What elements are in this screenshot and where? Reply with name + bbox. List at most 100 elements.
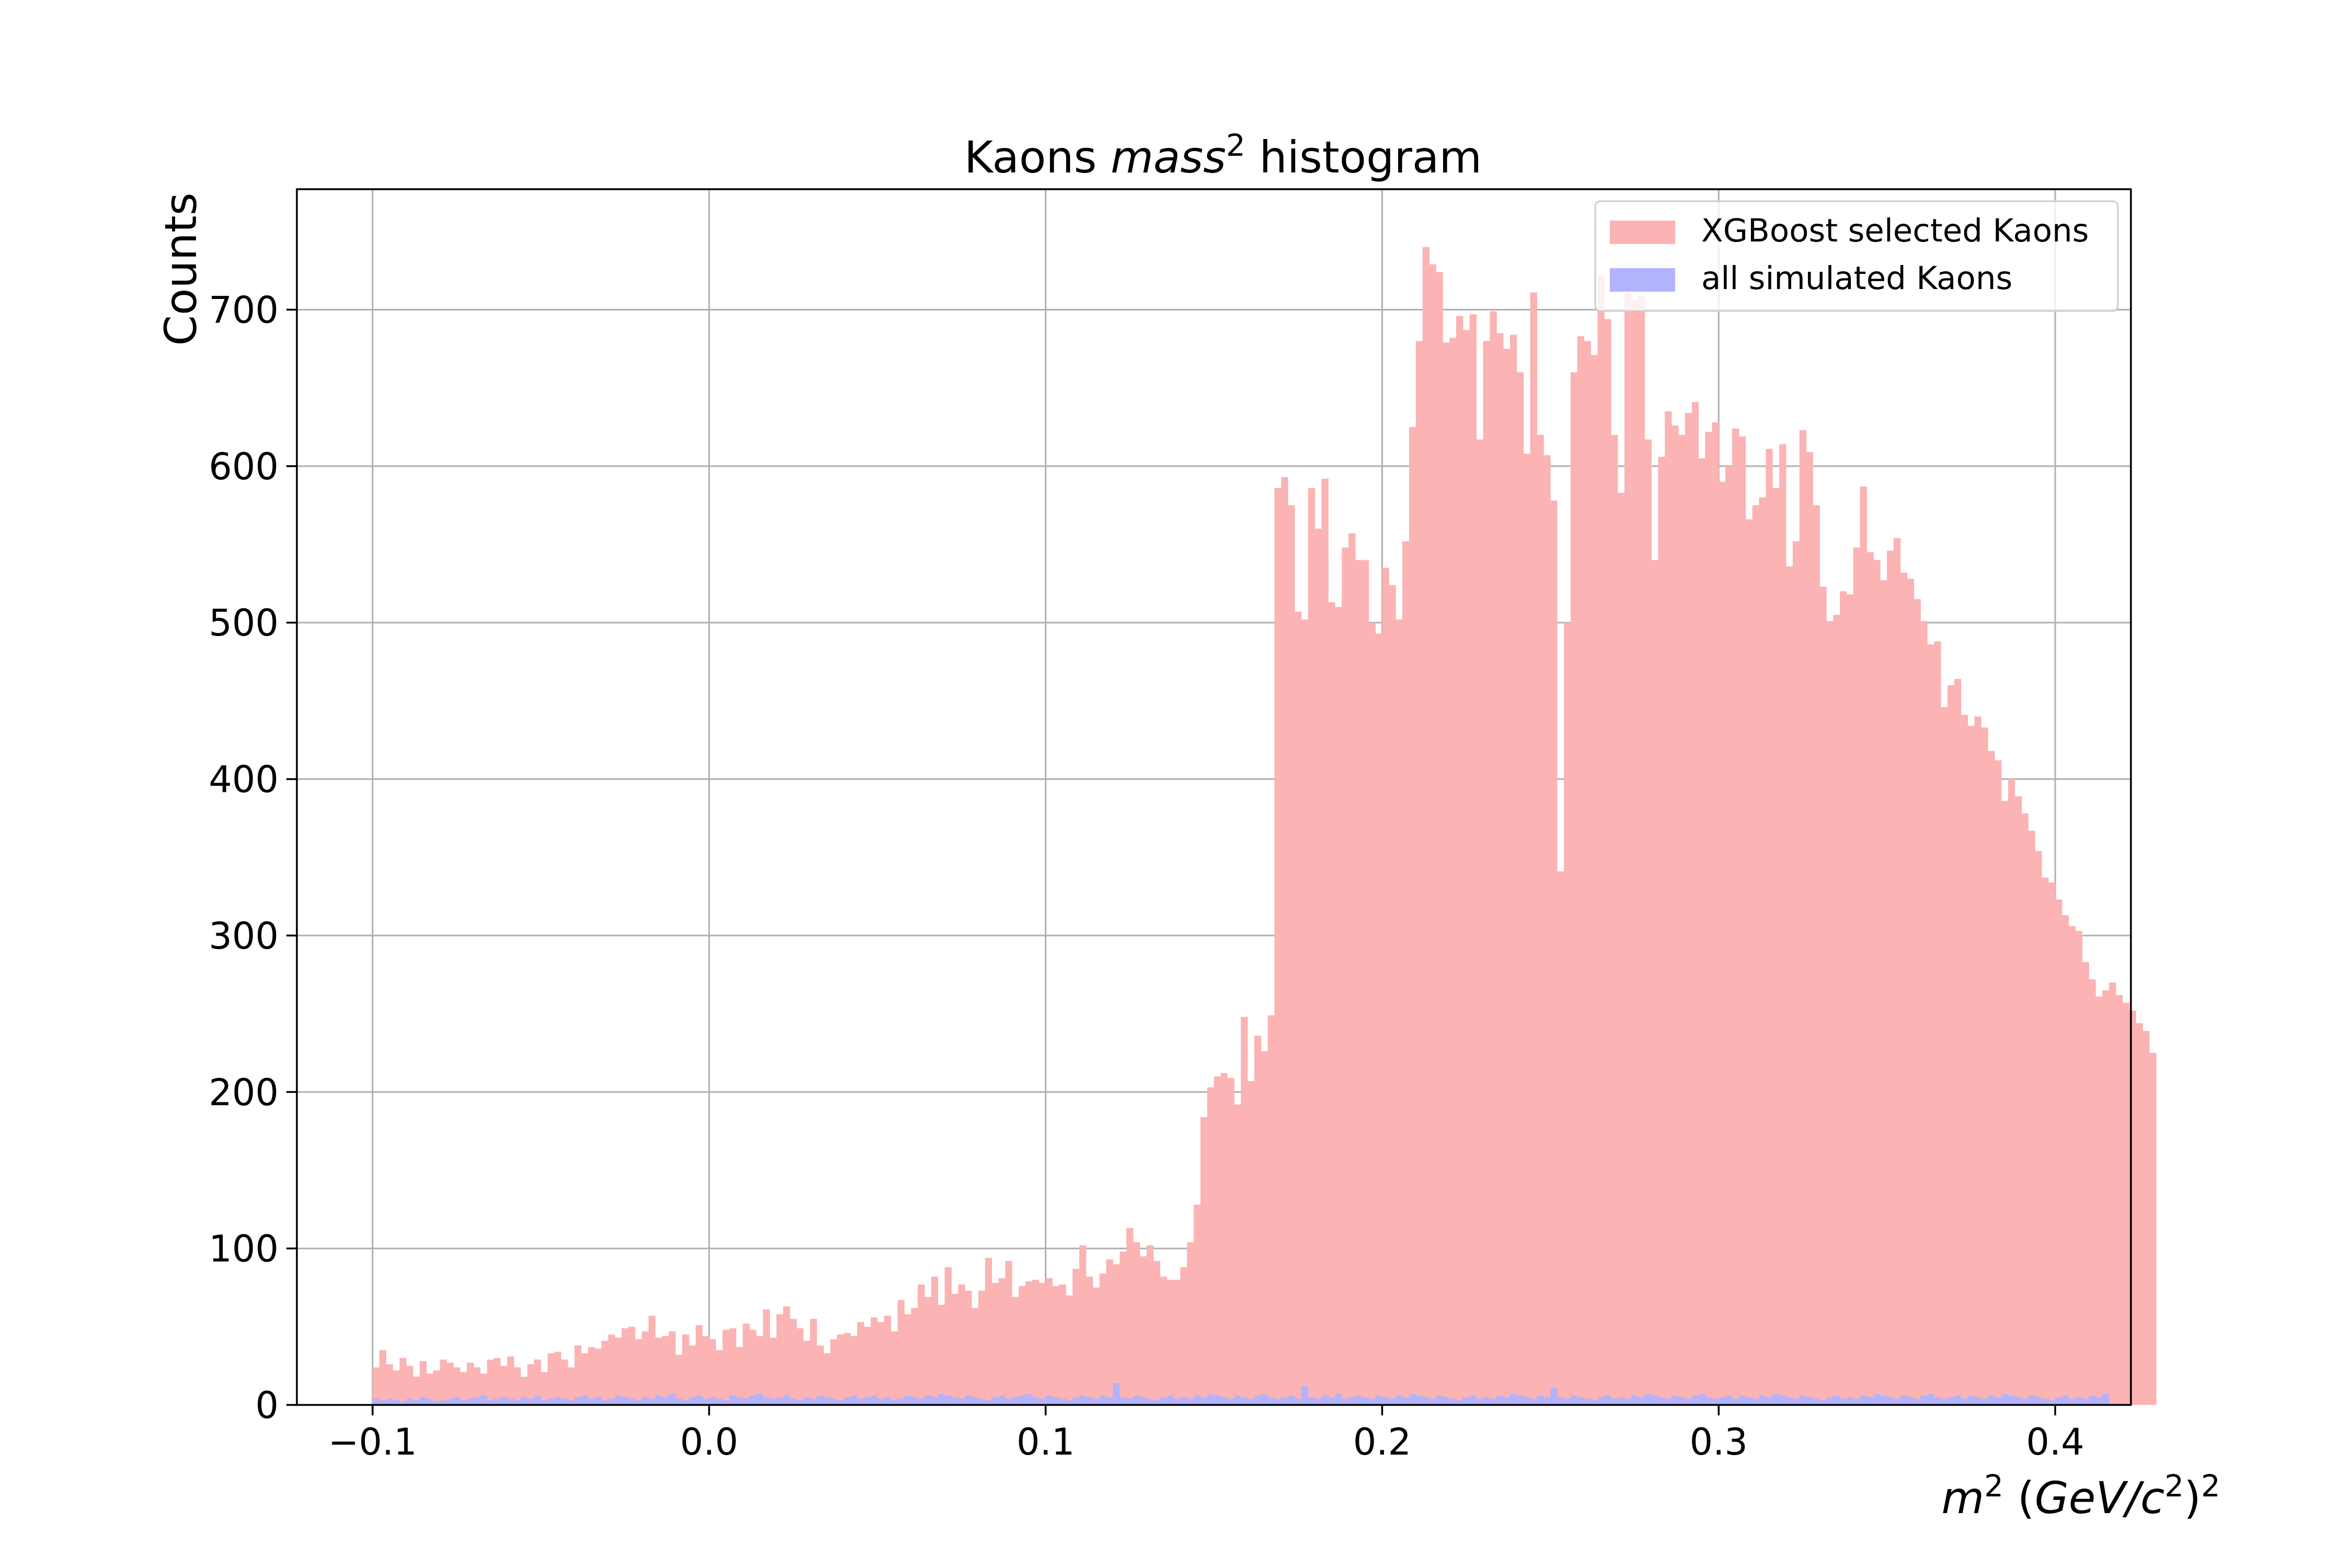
simulated-bar xyxy=(1389,1399,1396,1405)
simulated-bar xyxy=(1456,1400,1463,1405)
simulated-bar xyxy=(938,1394,945,1405)
xgboost-bar xyxy=(1826,621,1834,1405)
simulated-bar xyxy=(1678,1397,1686,1405)
xlabel-close-sup: 2 xyxy=(2201,1468,2220,1504)
simulated-bar xyxy=(911,1397,918,1405)
xgboost-bar xyxy=(769,1338,777,1405)
xgboost-bar xyxy=(2035,851,2042,1405)
simulated-bar xyxy=(965,1396,972,1405)
xgboost-bar xyxy=(1362,560,1369,1405)
simulated-bar xyxy=(702,1399,710,1405)
xgboost-bar xyxy=(904,1314,912,1405)
simulated-bar xyxy=(1530,1399,1537,1405)
xgboost-bar xyxy=(1913,599,1921,1405)
xgboost-bar xyxy=(1833,615,1840,1405)
xgboost-bar xyxy=(1267,1015,1275,1405)
xgboost-bar xyxy=(695,1325,703,1405)
xgboost-bar xyxy=(1207,1087,1214,1405)
xgboost-bar xyxy=(1342,547,1349,1405)
xgboost-bar xyxy=(1766,448,1773,1405)
xgboost-bar xyxy=(1516,372,1524,1405)
simulated-bar xyxy=(978,1399,986,1405)
simulated-bar xyxy=(1786,1397,1793,1405)
xgboost-bar xyxy=(594,1348,602,1405)
xgboost-bar xyxy=(1315,528,1322,1405)
simulated-bar xyxy=(581,1396,589,1405)
xgboost-bar xyxy=(1099,1273,1106,1405)
xgboost-bar xyxy=(1792,541,1800,1405)
simulated-bar xyxy=(1994,1397,2002,1405)
xgboost-bar xyxy=(1941,707,1948,1405)
simulated-bar xyxy=(1025,1394,1033,1405)
simulated-bar xyxy=(1005,1399,1012,1405)
simulated-bar xyxy=(474,1397,481,1405)
xgboost-bar xyxy=(1368,622,1376,1405)
y-tick-label: 600 xyxy=(209,445,279,488)
simulated-bar xyxy=(891,1400,898,1405)
simulated-bar xyxy=(453,1397,460,1405)
xgboost-bar xyxy=(1281,477,1288,1405)
simulated-bar xyxy=(1254,1396,1262,1405)
xgboost-bar xyxy=(1167,1279,1174,1405)
legend-label-xgboost: XGBoost selected Kaons xyxy=(1701,212,2089,249)
xgboost-bar xyxy=(547,1353,555,1405)
simulated-bar xyxy=(857,1399,864,1405)
xgboost-bar xyxy=(453,1367,460,1405)
xgboost-bar xyxy=(2068,926,2076,1405)
xgboost-bar xyxy=(1564,622,1571,1405)
xgboost-bar xyxy=(1355,560,1363,1405)
xgboost-bar xyxy=(1994,760,2002,1405)
xgboost-bar xyxy=(1590,355,1598,1405)
xgboost-bar xyxy=(965,1290,972,1405)
xlabel-close: ) xyxy=(2184,1472,2201,1524)
xgboost-bar xyxy=(1597,275,1605,1405)
legend-label-simulated: all simulated Kaons xyxy=(1701,260,2012,297)
x-axis: −0.1 0.0 0.1 0.2 0.3 0.4 xyxy=(328,1405,2084,1463)
xgboost-bar xyxy=(1618,492,1625,1405)
xgboost-bar xyxy=(2089,979,2096,1405)
xgboost-bar xyxy=(810,1319,817,1405)
simulated-bar xyxy=(1153,1400,1160,1405)
xgboost-bar xyxy=(1032,1279,1040,1405)
simulated-bar xyxy=(2062,1396,2069,1405)
simulated-bar xyxy=(1092,1399,1100,1405)
xgboost-bar xyxy=(1415,341,1423,1405)
xgboost-bar xyxy=(1685,413,1692,1405)
xgboost-bar xyxy=(2116,995,2123,1405)
xgboost-bar xyxy=(1691,402,1699,1405)
xgboost-bar xyxy=(1738,436,1746,1405)
simulated-bar xyxy=(675,1399,683,1405)
xgboost-bar xyxy=(951,1294,959,1405)
simulated-bar xyxy=(1510,1394,1517,1405)
simulated-bar xyxy=(682,1400,689,1405)
simulated-bar xyxy=(1167,1396,1174,1405)
y-tick-label: 200 xyxy=(209,1071,279,1114)
simulated-bar xyxy=(1207,1394,1214,1405)
simulated-bar xyxy=(823,1397,831,1405)
xgboost-bar xyxy=(2001,801,2009,1405)
xgboost-bar xyxy=(581,1353,589,1405)
simulated-bar xyxy=(1988,1396,1995,1405)
xgboost-bar xyxy=(1934,641,1941,1405)
simulated-bar xyxy=(783,1396,790,1405)
simulated-bar xyxy=(1382,1397,1389,1405)
xgboost-bar xyxy=(1328,602,1335,1405)
simulated-bar xyxy=(1490,1399,1497,1405)
simulated-bar xyxy=(1496,1396,1504,1405)
xgboost-bar xyxy=(460,1372,467,1405)
simulated-bar xyxy=(1012,1397,1019,1405)
simulated-bar xyxy=(386,1399,393,1405)
simulated-bar xyxy=(1631,1396,1639,1405)
simulated-bar xyxy=(1813,1399,1820,1405)
xgboost-bar xyxy=(1786,566,1793,1405)
xgboost-bar xyxy=(924,1297,932,1405)
simulated-bar xyxy=(1180,1397,1187,1405)
xgboost-bar xyxy=(1907,579,1915,1405)
xgboost-bar xyxy=(1577,336,1585,1405)
xgboost-bar xyxy=(1321,478,1329,1405)
xgboost-bar xyxy=(1806,452,1813,1405)
simulated-bar xyxy=(594,1397,602,1405)
simulated-bar xyxy=(648,1399,656,1405)
xgboost-bar xyxy=(682,1334,689,1405)
xgboost-bar xyxy=(1745,519,1753,1405)
